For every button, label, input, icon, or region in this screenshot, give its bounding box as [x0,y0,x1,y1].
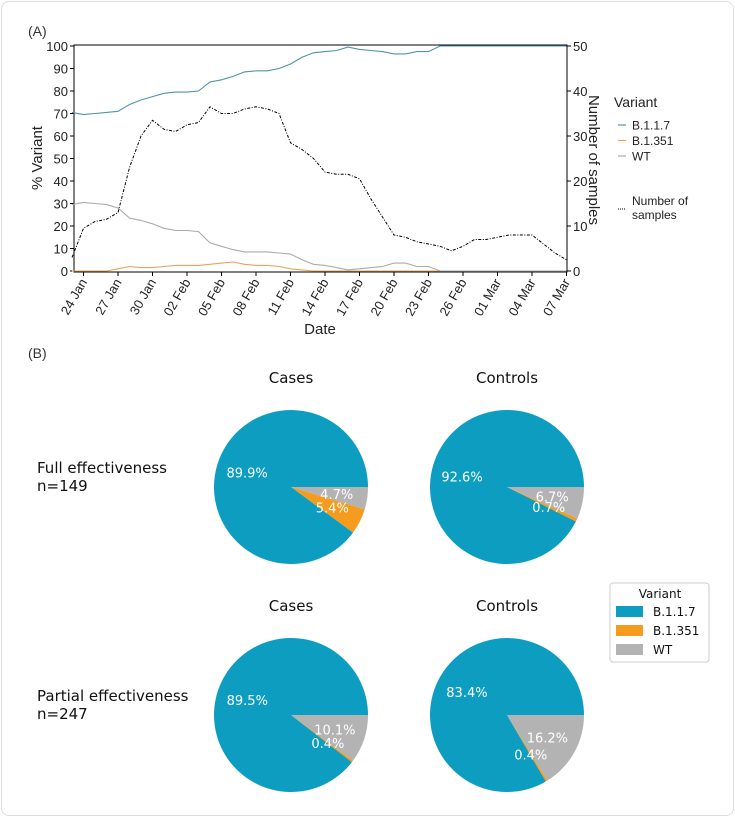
x-tick-label: 07 Mar [540,275,574,318]
x-tick-label: 08 Feb [229,276,262,319]
x-tick-label: 26 Feb [436,276,469,319]
legend-title: Variant [614,94,657,110]
pie-label-WT: 6.7% [536,491,569,506]
legend-label: B.1.1.7 [632,119,670,133]
y-tick-label: 0 [61,264,68,279]
pie-label-WT: 4.7% [320,488,353,503]
pie-chart [213,410,368,565]
pie-legend-label: WT [653,643,673,657]
pie-slice-WT [507,715,584,781]
y-tick-label: 100 [46,39,68,54]
x-tick-label: 11 Feb [264,276,297,318]
pie-label-B.1.1.7: 89.5% [227,694,268,709]
y-tick-label: 20 [54,219,68,234]
x-tick-label: 30 Jan [127,276,160,317]
y-tick-label: 10 [54,242,68,257]
pie-slice-B.1.1.7 [430,638,584,792]
x-tick-label: 14 Feb [298,276,331,319]
pie-slice-B.1.351 [507,487,578,522]
y-tick-label: 70 [54,107,68,122]
pie-legend-label: B.1.1.7 [653,605,696,619]
row-label: Partial effectiveness [37,687,189,705]
x-tick-label: 23 Feb [402,276,435,319]
pie-label-B.1.1.7: 83.4% [446,686,487,701]
y2-tick-label: 20 [573,174,587,189]
row-n: n=149 [37,477,88,495]
x-tick-label: 01 Mar [471,275,505,318]
pie-legend-swatch-WT [616,644,643,655]
x-tick-label: 20 Feb [367,276,400,319]
y2-tick-label: 30 [573,129,587,144]
series-line-b-1-351 [72,261,567,272]
y2-tick-label: 40 [573,84,587,99]
pie-slice-WT [507,487,584,519]
x-tick-label: 04 Mar [505,275,539,318]
pie-legend-swatch-B.1.351 [616,625,643,636]
pie-label-WT: 16.2% [527,732,568,747]
y2-axis-label: Number of samples [585,95,602,225]
pie-label-WT: 10.1% [314,723,355,738]
pie-title: Controls [476,597,538,615]
pie-label-B.1.351: 0.7% [532,501,565,516]
pie-chart [430,638,584,792]
series-line-wt [71,201,567,272]
pie-slice-B.1.351 [507,715,548,782]
panel-label-b: (B) [28,345,47,361]
y-tick-label: 50 [54,152,68,167]
x-axis-label: Date [304,321,336,338]
legend-label-line: Number of [632,194,689,208]
series-line-b-1-1-7 [71,45,567,116]
pie-title: Controls [476,369,538,387]
legend-label: B.1.351 [632,134,674,148]
pie-slice-B.1.1.7 [213,638,368,793]
legend-label: WT [632,150,651,164]
pie-label-B.1.351: 0.4% [311,737,344,752]
x-tick-label: 17 Feb [333,276,366,319]
x-tick-label: 27 Jan [92,276,125,317]
row-n: n=247 [37,705,88,723]
y-axis-label: % Variant [29,125,46,190]
pie-title: Cases [269,597,314,615]
legend-label-samples: Number of samples [632,194,689,222]
y-tick-label: 80 [54,84,68,99]
y2-tick-label: 0 [573,264,580,279]
row-label: Full effectiveness [37,459,167,477]
pie-legend-label: B.1.351 [653,624,699,638]
pie-slice-B.1.1.7 [213,410,368,565]
pie-label-B.1.351: 0.4% [514,749,547,764]
legend-label-line: samples [632,208,677,222]
y2-tick-label: 50 [573,39,587,54]
pie-legend-swatch-B.1.1.7 [616,606,643,617]
x-tick-label: 24 Jan [58,276,91,317]
x-tick-label: 05 Feb [195,276,228,319]
panel-label-a: (A) [28,23,47,39]
pie-slice-WT [291,487,368,510]
x-tick-label: 02 Feb [160,276,193,319]
y-tick-label: 30 [54,197,68,212]
pie-label-B.1.1.7: 92.6% [441,470,482,485]
y-tick-label: 40 [54,174,68,189]
pie-label-B.1.351: 5.4% [316,502,349,517]
pie-title: Cases [269,369,314,387]
pie-slice-B.1.351 [291,715,354,763]
pie-label-B.1.1.7: 89.9% [226,467,267,482]
pie-legend-title: Variant [639,587,682,601]
pie-slice-WT [291,715,368,761]
pie-chart [213,638,368,793]
series-line-number-of-samples [71,106,567,261]
y-tick-label: 60 [54,129,68,144]
y-tick-label: 90 [54,62,68,77]
pie-slice-B.1.1.7 [429,410,584,564]
pie-legend-box [609,582,710,663]
y2-tick-label: 10 [573,219,587,234]
pie-chart [429,410,584,564]
pie-slice-B.1.351 [291,487,365,533]
